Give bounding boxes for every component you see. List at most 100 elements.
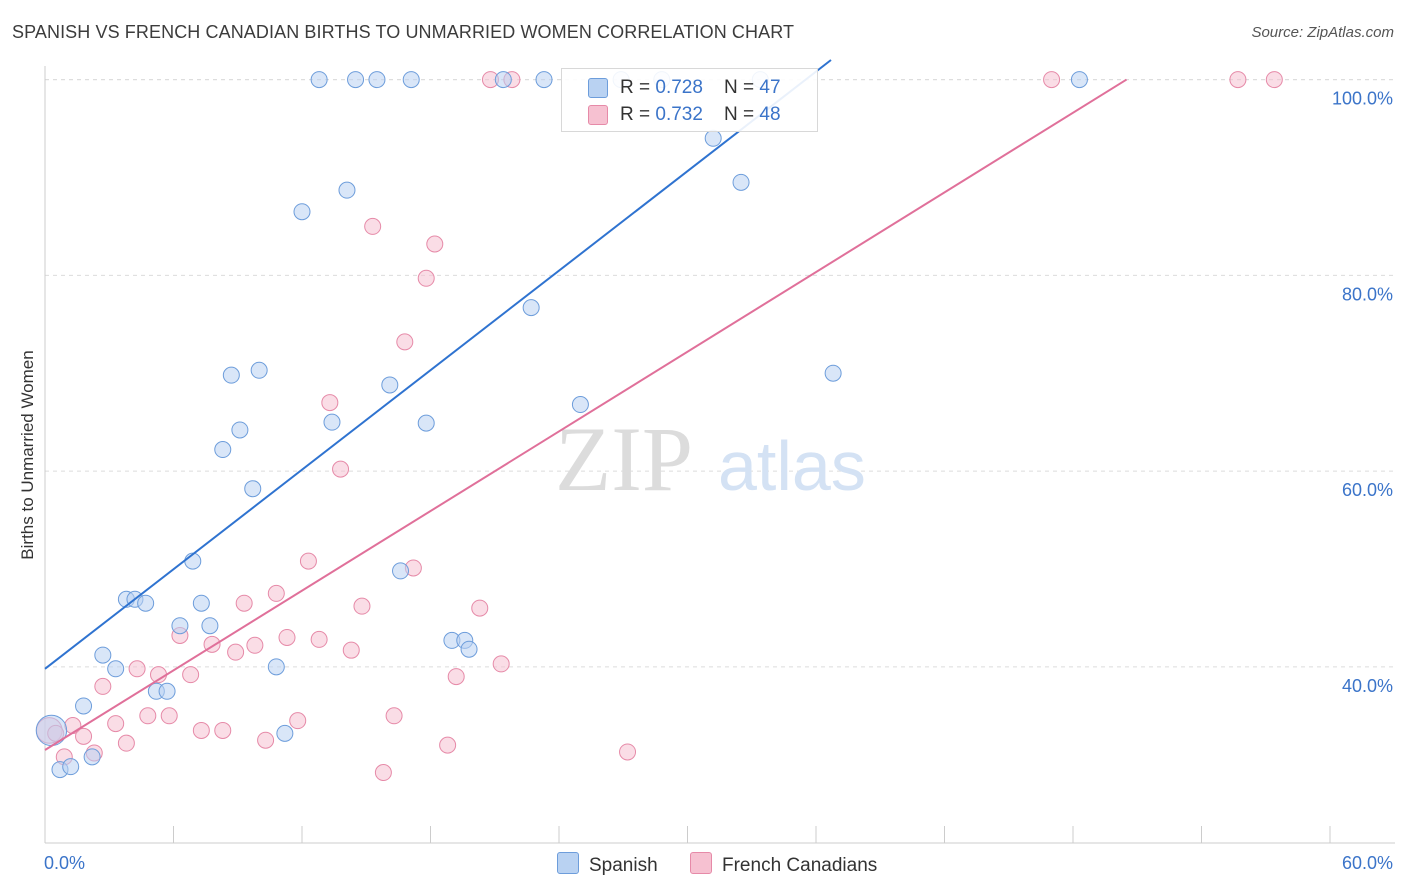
spanish-point: [417, 414, 435, 432]
axes: [44, 66, 1395, 844]
spanish-point: [310, 71, 328, 89]
french-canadians-point: [299, 552, 317, 570]
french-canadians-point: [1229, 71, 1247, 89]
spanish-point: [222, 366, 240, 384]
source-label: Source: ZipAtlas.com: [1251, 24, 1394, 41]
y-tick-label: 40.0%: [1342, 676, 1393, 696]
french-canadians-point: [332, 460, 350, 478]
french-canadians-point: [107, 715, 125, 733]
french-canadians-point: [1265, 71, 1283, 89]
french-canadians-point: [117, 734, 135, 752]
spanish-point: [94, 646, 112, 664]
spanish-point: [535, 71, 553, 89]
bottom-legend-french: French Canadians: [690, 852, 877, 877]
grid-lines: [45, 79, 1395, 668]
french-canadians-point: [385, 707, 403, 725]
spanish-point: [192, 594, 210, 612]
tick-labels: 40.0% 60.0% 80.0% 100.0% 0.0% 60.0%: [44, 89, 1393, 873]
spanish-point: [368, 71, 386, 89]
french-canadians-point: [374, 764, 392, 782]
watermark-atlas: atlas: [718, 427, 866, 505]
trend-lines: [44, 59, 1128, 751]
french-canadians-point: [426, 235, 444, 253]
french-canadians-trend-line: [44, 78, 1128, 751]
chart-title: SPANISH VS FRENCH CANADIAN BIRTHS TO UNM…: [12, 22, 795, 42]
french-canadians-point: [278, 628, 296, 646]
spanish-point: [522, 299, 540, 317]
french-canadians-point: [619, 743, 637, 761]
bottom-legend-swatch-spanish: [557, 852, 579, 874]
bottom-legend-spanish: Spanish: [557, 852, 658, 877]
y-axis-label: Births to Unmarried Women: [18, 350, 37, 560]
watermark-zip: ZIP: [555, 408, 693, 510]
spanish-point: [137, 594, 155, 612]
spanish-point: [231, 421, 249, 439]
french-canadians-point: [447, 668, 465, 686]
spanish-point: [214, 441, 232, 459]
bottom-legend-label-french: French Canadians: [722, 855, 878, 876]
french-canadians-point: [139, 707, 157, 725]
spanish-trend-line: [44, 59, 832, 670]
french-canadians-point: [1043, 71, 1061, 89]
spanish-point: [732, 173, 750, 191]
y-tick-label: 80.0%: [1342, 284, 1393, 304]
french-canadians-point: [94, 677, 112, 695]
french-canadians-point: [321, 394, 339, 412]
spanish-point: [347, 71, 365, 89]
french-canadians-point: [289, 712, 307, 730]
french-canadians-point: [364, 217, 382, 235]
spanish-point: [107, 660, 125, 678]
french-canadians-point: [128, 660, 146, 678]
spanish-point: [460, 640, 478, 658]
french-canadians-point: [257, 731, 275, 749]
french-canadians-point: [160, 707, 178, 725]
spanish-point: [704, 129, 722, 147]
french-canadians-point: [342, 641, 360, 659]
spanish-point: [158, 682, 176, 700]
spanish-point: [1070, 71, 1088, 89]
y-tick-label: 100.0%: [1332, 89, 1393, 109]
spanish-point: [293, 203, 311, 221]
french-canadians-point: [492, 655, 510, 673]
french-canadians-point: [439, 736, 457, 754]
bottom-legend-label-spanish: Spanish: [589, 855, 658, 876]
french-canadians-point: [471, 599, 489, 617]
spanish-point: [323, 413, 341, 431]
spanish-point: [381, 376, 399, 394]
legend-n-label: N =: [724, 104, 760, 125]
spanish-point: [392, 562, 410, 580]
spanish-point: [83, 748, 101, 766]
legend-swatch-french: [588, 105, 608, 125]
spanish-point: [494, 71, 512, 89]
french-canadians-point: [246, 636, 264, 654]
french-canadians-point: [192, 721, 210, 739]
spanish-point: [402, 71, 420, 89]
legend-n-value-spanish: 47: [759, 77, 781, 98]
spanish-point: [171, 617, 189, 635]
spanish-point: [201, 617, 219, 635]
legend-r-label: R =: [620, 104, 656, 125]
french-canadians-point: [214, 721, 232, 739]
spanish-point: [824, 364, 842, 382]
spanish-point: [276, 724, 294, 742]
french-canadians-point: [267, 584, 285, 602]
legend-r-value-spanish: 0.728: [655, 77, 703, 98]
spanish-point: [338, 181, 356, 199]
x-tick-label: 60.0%: [1342, 853, 1393, 873]
legend-n-label: N =: [724, 77, 760, 98]
french-canadians-point: [353, 597, 371, 615]
spanish-point: [62, 758, 80, 776]
legend-r-label: R =: [620, 77, 656, 98]
spanish-points: [35, 71, 1088, 779]
french-canadians-point: [75, 727, 93, 745]
spanish-point: [571, 396, 589, 414]
french-canadians-point: [235, 594, 253, 612]
spanish-point: [75, 697, 93, 715]
spanish-point: [267, 658, 285, 676]
spanish-point: [250, 361, 268, 379]
french-canadians-point: [417, 269, 435, 287]
french-canadians-point: [310, 630, 328, 648]
french-canadians-point: [182, 666, 200, 684]
correlation-legend: R = 0.728 N = 47 R = 0.732 N = 48: [561, 68, 818, 132]
